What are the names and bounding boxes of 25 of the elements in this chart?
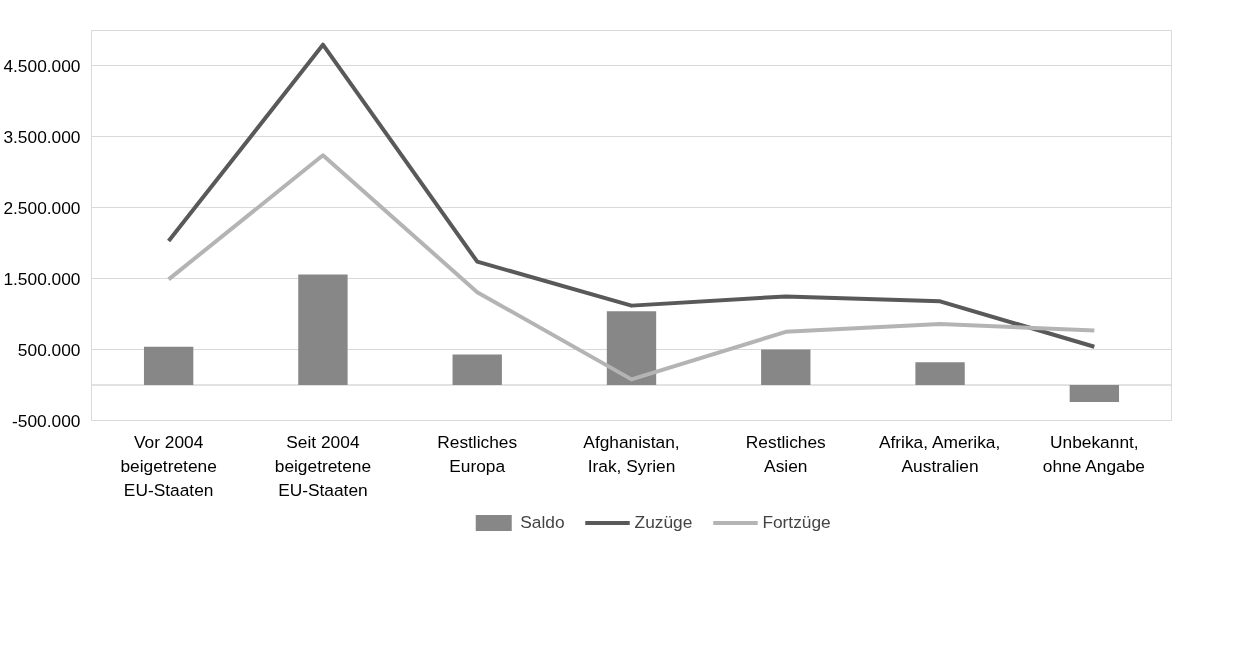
line-series	[166, 153, 1097, 382]
bar	[143, 346, 194, 386]
x-tick-label: Vor 2004 beigetretene EU-Staaten	[120, 431, 217, 500]
bar	[298, 274, 348, 386]
x-tick-label: Unbekannt, ohne Angabe	[1042, 431, 1145, 476]
y-tick-label: 2.500.000	[3, 197, 81, 218]
bar	[606, 311, 657, 386]
legend-label: Zuzüge	[634, 511, 693, 533]
x-tick-label: Restliches Asien	[745, 431, 827, 476]
legend-label: Saldo	[520, 511, 565, 533]
y-tick-label: 500.000	[17, 339, 81, 360]
y-tick-label: 1.500.000	[3, 268, 81, 289]
bar	[915, 362, 965, 386]
x-tick-label: Afghanistan, Irak, Syrien	[583, 431, 680, 476]
x-tick-label: Seit 2004 beigetretene EU-Staaten	[274, 431, 372, 500]
y-tick-label: 3.500.000	[3, 126, 81, 147]
bar	[761, 349, 811, 386]
bar	[452, 354, 502, 386]
y-tick-label: 4.500.000	[3, 55, 81, 76]
x-tick-label: Afrika, Amerika, Australien	[878, 431, 1001, 476]
x-tick-label: Restliches Europa	[437, 431, 518, 476]
bar	[1069, 385, 1120, 403]
legend-label: Fortzüge	[762, 511, 831, 533]
y-tick-label: -500.000	[12, 410, 81, 431]
line-series	[166, 42, 1097, 349]
